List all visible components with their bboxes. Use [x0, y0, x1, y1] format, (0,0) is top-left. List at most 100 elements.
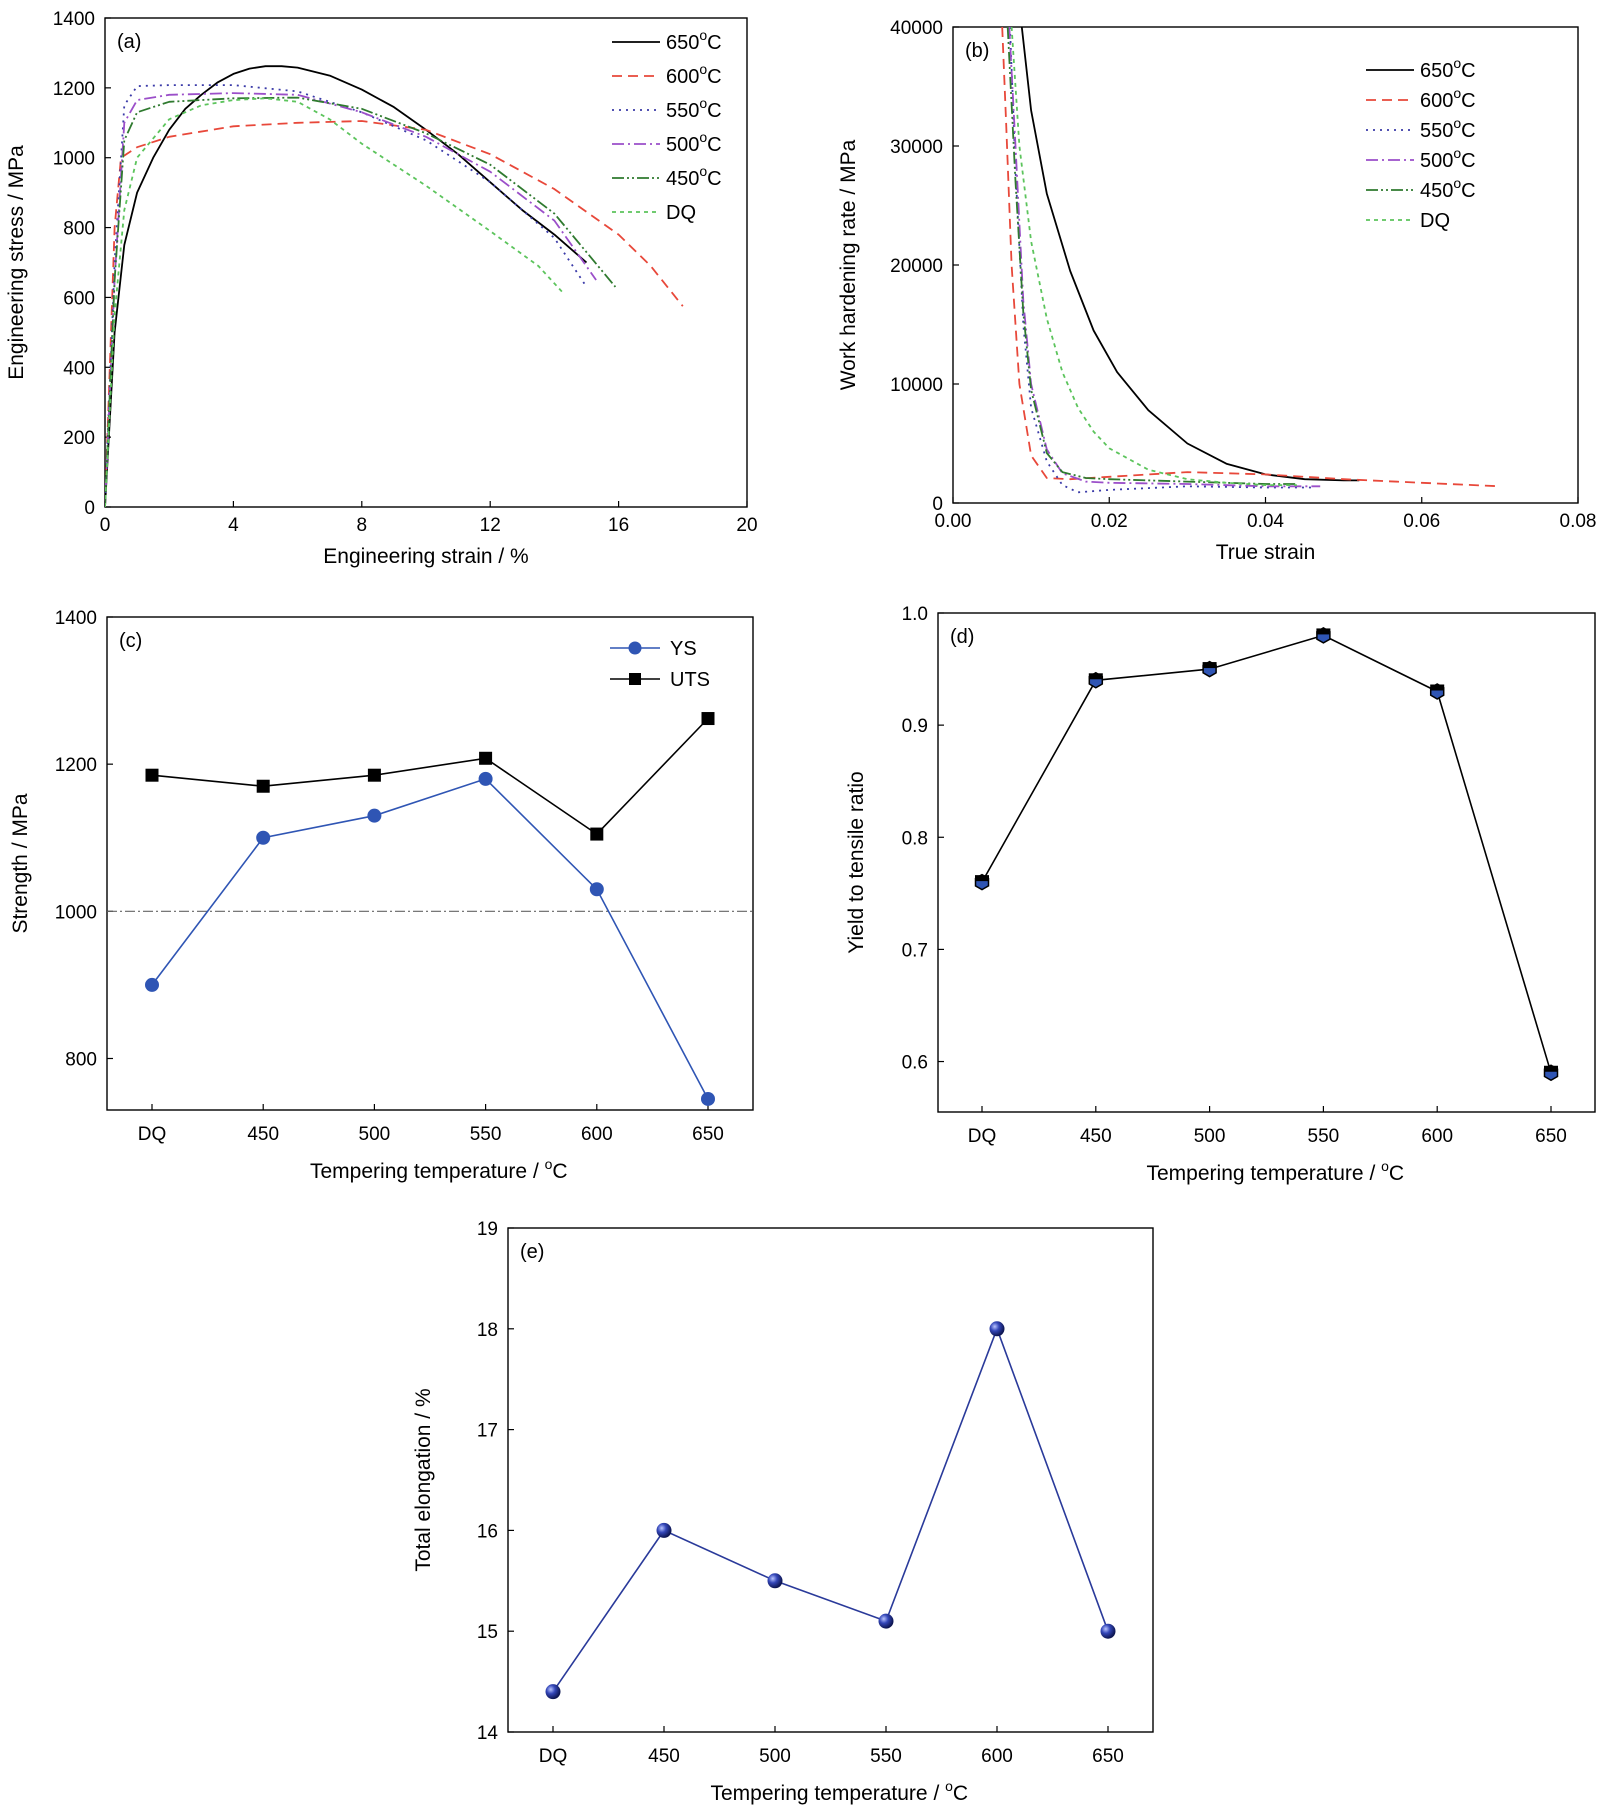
data-point-uts	[145, 768, 159, 782]
data-point-ys	[256, 830, 271, 845]
x-tick-label: 500	[1194, 1126, 1226, 1147]
y-tick-label: 1400	[55, 608, 97, 629]
legend-label-450-sup: o	[1453, 175, 1461, 191]
series-line-450	[1006, 27, 1297, 485]
y-tick-label: 1.0	[902, 604, 928, 625]
legend-label-550-base: 550	[1420, 120, 1453, 142]
data-point-uts	[701, 712, 715, 726]
x-tick-label: 650	[1535, 1126, 1567, 1147]
x-tick-label: 600	[981, 1746, 1013, 1767]
data-point-cap	[975, 875, 989, 882]
legend-label-600-base: 600	[1420, 90, 1453, 112]
data-point	[1100, 1623, 1116, 1639]
legend-label-650-base: 650	[1420, 60, 1453, 82]
x-axis-label-base: Tempering temperature /	[711, 1782, 946, 1805]
plot-frame	[104, 17, 748, 508]
x-axis-label-unit: C	[1389, 1162, 1404, 1185]
x-axis-label-sup: o	[1381, 1158, 1389, 1174]
legend-marker-YS	[628, 641, 642, 655]
legend-label-550-sup: o	[699, 95, 707, 111]
y-tick-label: 19	[477, 1219, 498, 1240]
panel-e: DQ 450 500 550 600 650 14 15 16 17 18 19 Tempering t…	[412, 1219, 1154, 1805]
data-point-uts	[367, 768, 381, 782]
legend-label-650-sup: o	[699, 27, 707, 43]
x-tick-label: 0.06	[1403, 511, 1440, 532]
data-point-cap	[1088, 673, 1103, 680]
series-group	[105, 65, 684, 507]
y-tick-label: 40000	[890, 18, 943, 39]
y-tick-label: 15	[477, 1622, 498, 1643]
legend-label-450-base: 450	[666, 168, 699, 190]
legend-label-UTS: UTS	[670, 669, 710, 691]
legend-label-500: 500oC	[666, 129, 722, 156]
data-point-ys	[478, 771, 493, 786]
x-tick-label: 500	[359, 1124, 391, 1145]
data-point-cap	[1202, 662, 1217, 669]
x-tick-label: DQ	[539, 1746, 568, 1767]
legend-label-DQ-base: DQ	[1420, 210, 1450, 232]
series-line	[151, 717, 709, 836]
x-tick-label: DQ	[138, 1124, 167, 1145]
legend-label-550-base: 550	[666, 100, 699, 122]
series-line-DQ	[105, 97, 565, 507]
x-tick-label: 550	[470, 1124, 502, 1145]
x-tick-label: 600	[581, 1124, 613, 1145]
x-tick-label: 0	[100, 515, 111, 536]
series-line-650	[1020, 27, 1360, 482]
panel-c: DQ 450 500 550 600 650 800 1000 1200 1400 Temperin…	[9, 608, 754, 1183]
legend-label-450-unit: C	[1461, 180, 1475, 202]
data-point-ys	[145, 977, 159, 992]
x-axis-label-base: Tempering temperature /	[310, 1160, 545, 1183]
legend-label-500-base: 500	[1420, 150, 1453, 172]
y-tick-label: 16	[477, 1521, 498, 1542]
legend-label-DQ: DQ	[1420, 210, 1450, 232]
x-tick-label: 12	[480, 515, 501, 536]
series-line	[981, 634, 1552, 1074]
x-tick-label: 0.04	[1247, 511, 1284, 532]
data-point-uts	[590, 827, 604, 841]
plot-frame	[507, 1227, 1154, 1733]
y-tick-label: 1000	[55, 902, 97, 923]
legend-label-550: 550oC	[666, 95, 722, 122]
y-tick-label: 30000	[890, 137, 943, 158]
legend-label-600-unit: C	[707, 66, 721, 88]
legend-label-500-base: 500	[666, 134, 699, 156]
legend-label-450-unit: C	[707, 168, 721, 190]
data-point-uts	[479, 751, 493, 765]
x-tick-label: 4	[228, 515, 239, 536]
plot-frame	[937, 612, 1596, 1113]
x-tick-label: 450	[648, 1746, 680, 1767]
y-tick-label: 200	[63, 428, 95, 449]
legend-label-600-unit: C	[1461, 90, 1475, 112]
y-tick-label: 800	[63, 219, 95, 240]
y-tick-label: 0.6	[902, 1053, 928, 1074]
legend-label-650-sup: o	[1453, 55, 1461, 71]
legend-label-550-unit: C	[1461, 120, 1475, 142]
series-line-600	[1001, 27, 1500, 488]
series-line-550	[1009, 27, 1313, 494]
legend-label-600-sup: o	[699, 61, 707, 77]
legend-label-450: 450oC	[1420, 175, 1476, 202]
y-tick-label: 0.7	[902, 940, 928, 961]
panel-tag: (e)	[520, 1241, 544, 1263]
legend-label-550-unit: C	[707, 100, 721, 122]
x-tick-label: 8	[357, 515, 368, 536]
x-tick-label: 650	[692, 1124, 724, 1145]
series-line-600	[105, 120, 684, 507]
y-tick-label: 1000	[53, 149, 95, 170]
legend-label-600-base: 600	[666, 66, 699, 88]
legend-label-DQ: DQ	[666, 202, 696, 224]
x-tick-label: 0.08	[1560, 511, 1597, 532]
data-point-uts	[256, 779, 270, 793]
x-axis-label: Tempering temperature / oC	[310, 1156, 568, 1183]
panel-tag: (b)	[965, 40, 989, 62]
x-axis-label-unit: C	[552, 1160, 567, 1183]
legend-label-550: 550oC	[1420, 115, 1476, 142]
x-axis-label-unit: C	[953, 1782, 968, 1805]
y-tick-label: 800	[65, 1049, 97, 1070]
legend-label-600-sup: o	[1453, 85, 1461, 101]
series-line-450	[105, 96, 617, 507]
panel-tag: (c)	[119, 630, 142, 652]
legend-label-650: 650oC	[1420, 55, 1476, 82]
